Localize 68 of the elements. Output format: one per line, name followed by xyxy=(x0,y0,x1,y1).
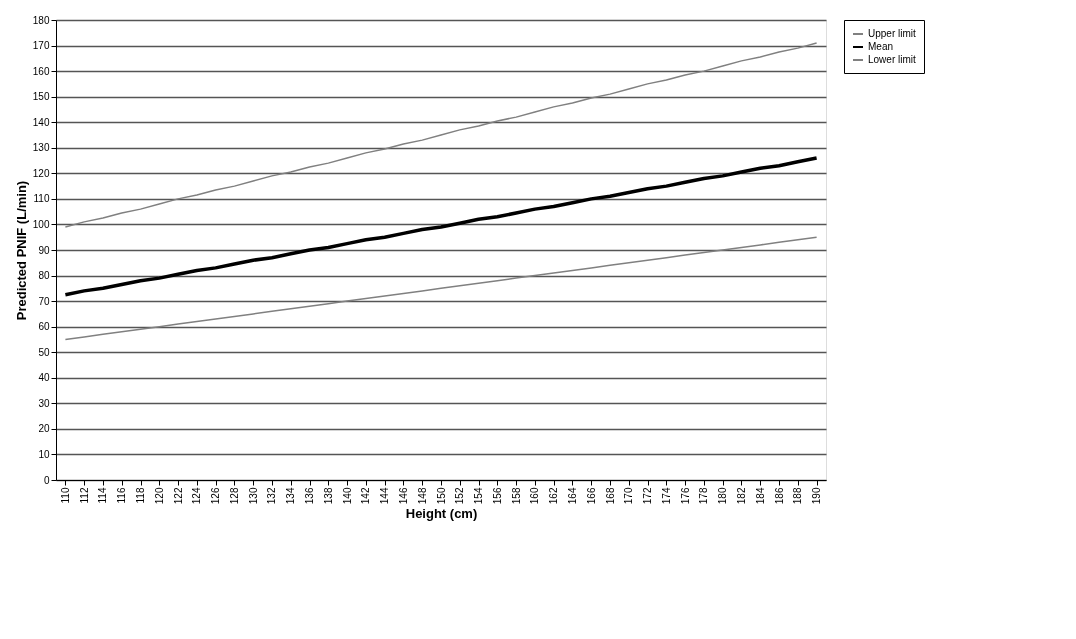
x-tick-label: 138 xyxy=(322,487,334,505)
x-tick-label: 186 xyxy=(773,487,785,505)
line-series xyxy=(63,156,819,297)
x-tick-label: 188 xyxy=(792,487,804,505)
y-tick-label: 160 xyxy=(32,65,50,77)
x-tick-label: 122 xyxy=(172,487,184,505)
x-tick-label: 118 xyxy=(135,487,147,504)
x-tick-label: 140 xyxy=(341,487,353,505)
y-tick-label: 130 xyxy=(32,142,50,154)
x-tick-label: 158 xyxy=(510,487,522,505)
x-tick-label: 184 xyxy=(754,487,766,505)
y-tick-label: 80 xyxy=(38,270,50,282)
x-tick-label: 120 xyxy=(153,487,165,505)
x-tick-label: 134 xyxy=(285,487,297,505)
x-tick-label: 128 xyxy=(228,487,240,505)
x-tick-label: 156 xyxy=(491,487,503,505)
legend-label: Mean xyxy=(868,41,894,52)
y-tick-label: 170 xyxy=(32,40,50,52)
x-tick-label: 174 xyxy=(660,487,672,505)
legend-label: Upper limit xyxy=(868,28,917,39)
x-tick-label: 154 xyxy=(473,487,485,505)
line-series xyxy=(64,236,818,341)
y-tick-label: 100 xyxy=(32,218,50,230)
y-axis-title: Predicted PNIF (L/min) xyxy=(13,180,29,321)
x-tick-label: 116 xyxy=(116,487,128,504)
x-tick-label: 152 xyxy=(454,487,466,505)
x-tick-label: 160 xyxy=(529,487,541,505)
x-tick-label: 146 xyxy=(397,487,409,505)
y-tick-label: 60 xyxy=(38,321,50,333)
x-tick-label: 166 xyxy=(585,487,597,505)
y-tick-label: 0 xyxy=(43,474,50,486)
x-tick-label: 180 xyxy=(717,487,729,505)
x-tick-label: 126 xyxy=(210,487,222,505)
x-tick-label: 112 xyxy=(78,487,90,504)
x-tick-label: 132 xyxy=(266,487,278,505)
y-tick-label: 50 xyxy=(38,346,50,358)
y-tick-label: 110 xyxy=(33,193,50,205)
x-tick-label: 148 xyxy=(416,487,428,505)
y-tick-label: 30 xyxy=(38,397,50,409)
y-tick-label: 70 xyxy=(38,295,50,307)
x-tick-label: 190 xyxy=(811,487,823,505)
x-tick-label: 130 xyxy=(247,487,259,505)
y-tick-label: 120 xyxy=(32,167,50,179)
y-tick-label: 10 xyxy=(38,448,50,460)
x-tick-label: 124 xyxy=(191,487,203,505)
x-tick-label: 114 xyxy=(97,487,109,504)
x-tick-label: 170 xyxy=(623,487,635,505)
x-tick-label: 150 xyxy=(435,487,447,505)
x-tick-label: 142 xyxy=(360,487,372,505)
legend-label: Lower limit xyxy=(868,54,917,65)
x-tick-label: 110 xyxy=(59,487,71,504)
y-tick-label: 20 xyxy=(38,423,50,435)
y-tick-label: 150 xyxy=(32,91,50,103)
x-tick-label: 178 xyxy=(698,487,710,505)
x-tick-label: 176 xyxy=(679,487,691,505)
x-tick-label: 162 xyxy=(548,487,560,505)
line-series xyxy=(64,42,818,228)
y-tick-label: 140 xyxy=(32,116,50,128)
y-tick-label: 90 xyxy=(38,244,50,256)
x-tick-label: 168 xyxy=(604,487,616,505)
x-tick-label: 164 xyxy=(566,487,578,505)
x-tick-label: 172 xyxy=(642,487,654,505)
y-tick-label: 40 xyxy=(38,372,50,384)
x-tick-label: 182 xyxy=(735,487,747,505)
x-axis-title: Height (cm) xyxy=(405,506,478,522)
y-tick-label: 180 xyxy=(32,14,50,26)
x-tick-label: 144 xyxy=(379,487,391,505)
x-tick-label: 136 xyxy=(304,487,316,505)
